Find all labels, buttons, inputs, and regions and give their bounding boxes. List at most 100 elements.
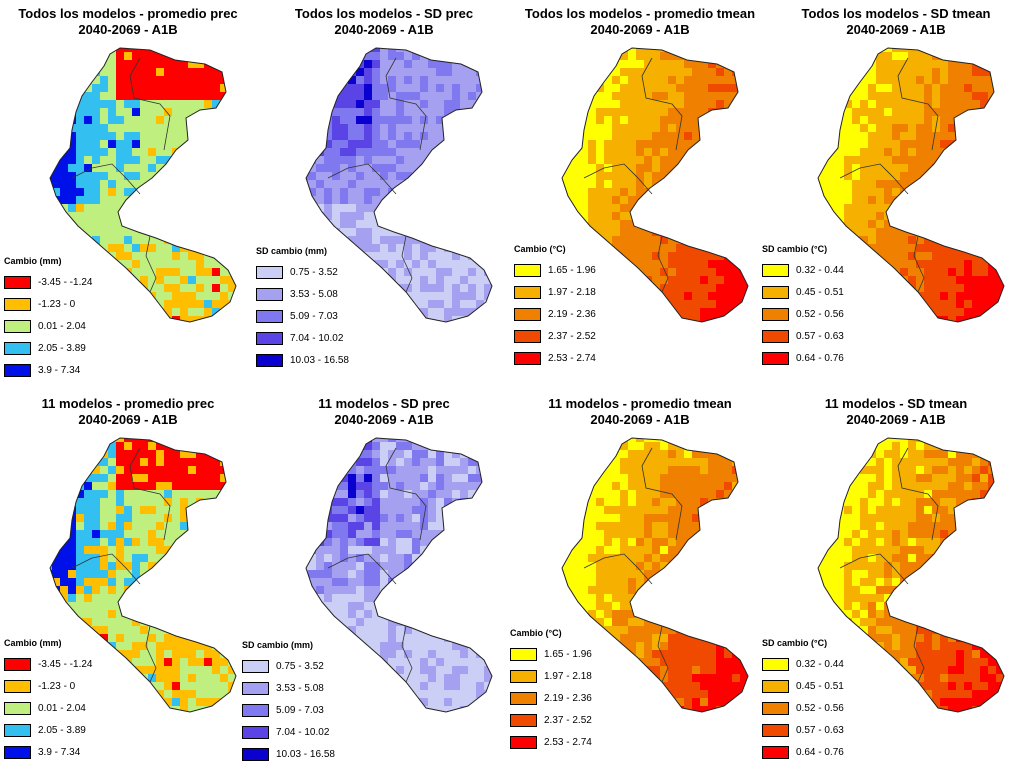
map-cell bbox=[356, 300, 364, 308]
map-cell bbox=[50, 164, 52, 172]
map-cell bbox=[364, 84, 372, 92]
map-cell bbox=[468, 148, 476, 156]
map-cell bbox=[852, 108, 860, 116]
map-cell bbox=[196, 268, 204, 276]
map-cell bbox=[468, 196, 476, 204]
map-cell bbox=[68, 204, 76, 212]
map-cell bbox=[196, 522, 204, 530]
map-cell bbox=[428, 180, 436, 188]
map-cell bbox=[484, 180, 492, 188]
map-cell bbox=[220, 658, 228, 666]
map-cell bbox=[860, 196, 868, 204]
map-cell bbox=[324, 530, 332, 538]
map-cell bbox=[52, 228, 60, 236]
map-cell bbox=[306, 100, 308, 108]
map-cell bbox=[172, 498, 180, 506]
map-cell bbox=[220, 562, 228, 570]
map-cell bbox=[228, 156, 236, 164]
map-cell bbox=[306, 60, 308, 68]
map-cell bbox=[156, 300, 164, 308]
map-cell bbox=[452, 60, 460, 68]
map-cell bbox=[444, 458, 452, 466]
map-cell bbox=[348, 244, 356, 252]
map-cell bbox=[404, 300, 412, 308]
map-cell bbox=[964, 100, 972, 108]
map-cell bbox=[676, 92, 684, 100]
map-cell bbox=[306, 466, 308, 474]
map-cell bbox=[916, 316, 924, 322]
map-cell bbox=[724, 52, 732, 60]
map-cell bbox=[836, 68, 844, 76]
map-cell bbox=[452, 466, 460, 474]
map-cell bbox=[892, 172, 900, 180]
map-cell bbox=[324, 228, 332, 236]
legend-swatch bbox=[762, 351, 789, 365]
map-cell bbox=[404, 522, 412, 530]
map-cell bbox=[60, 474, 68, 482]
map-cell bbox=[708, 196, 716, 204]
map-cell bbox=[452, 228, 460, 236]
map-cell bbox=[50, 220, 52, 228]
map-cell bbox=[60, 244, 68, 252]
map-cell bbox=[996, 236, 1004, 244]
map-cell bbox=[716, 292, 724, 300]
map-cell bbox=[700, 180, 708, 188]
map-cell bbox=[188, 438, 196, 442]
map-cell bbox=[76, 586, 84, 594]
map-cell bbox=[132, 172, 140, 180]
map-cell bbox=[908, 108, 916, 116]
map-cell bbox=[1004, 196, 1012, 204]
map-cell bbox=[164, 634, 172, 642]
map-cell bbox=[404, 276, 412, 284]
map-cell bbox=[380, 108, 388, 116]
map-cell bbox=[340, 498, 348, 506]
map-cell bbox=[212, 244, 220, 252]
map-cell bbox=[164, 156, 172, 164]
map-cell bbox=[980, 60, 988, 68]
map-cell bbox=[60, 140, 68, 148]
map-cell bbox=[388, 108, 396, 116]
map-cell bbox=[324, 466, 332, 474]
map-cell bbox=[196, 610, 204, 618]
map-cell bbox=[50, 610, 52, 618]
map-cell bbox=[188, 212, 196, 220]
map-cell bbox=[340, 450, 348, 458]
map-cell bbox=[140, 690, 148, 698]
map-cell bbox=[468, 300, 476, 308]
map-cell bbox=[388, 260, 396, 268]
map-cell bbox=[156, 578, 164, 586]
map-cell bbox=[620, 244, 628, 252]
map-cell bbox=[988, 324, 996, 332]
map-cell bbox=[428, 196, 436, 204]
map-cell bbox=[588, 116, 596, 124]
map-cell bbox=[844, 92, 852, 100]
map-cell bbox=[476, 228, 484, 236]
map-cell bbox=[412, 244, 420, 252]
map-cell bbox=[156, 180, 164, 188]
map-cell bbox=[132, 618, 140, 626]
map-cell bbox=[84, 538, 92, 546]
map-cell bbox=[172, 554, 180, 562]
map-cell bbox=[452, 300, 460, 308]
map-cell bbox=[628, 116, 636, 124]
map-cell bbox=[492, 514, 500, 522]
map-cell bbox=[108, 316, 116, 322]
map-cell bbox=[908, 260, 916, 268]
map-cell bbox=[932, 48, 940, 52]
map-cell bbox=[604, 116, 612, 124]
map-cell bbox=[92, 196, 100, 204]
map-cell bbox=[876, 220, 884, 228]
map-cell bbox=[156, 48, 164, 52]
map-cell bbox=[1004, 44, 1012, 52]
map-cell bbox=[212, 100, 220, 108]
map-cell bbox=[204, 658, 212, 666]
map-cell bbox=[340, 442, 348, 450]
map-cell bbox=[708, 252, 716, 260]
map-cell bbox=[108, 180, 116, 188]
map-cell bbox=[108, 562, 116, 570]
map-cell bbox=[818, 204, 820, 212]
map-cell bbox=[308, 48, 316, 52]
map-cell bbox=[562, 204, 564, 212]
map-cell bbox=[444, 52, 452, 60]
map-cell bbox=[684, 324, 692, 332]
